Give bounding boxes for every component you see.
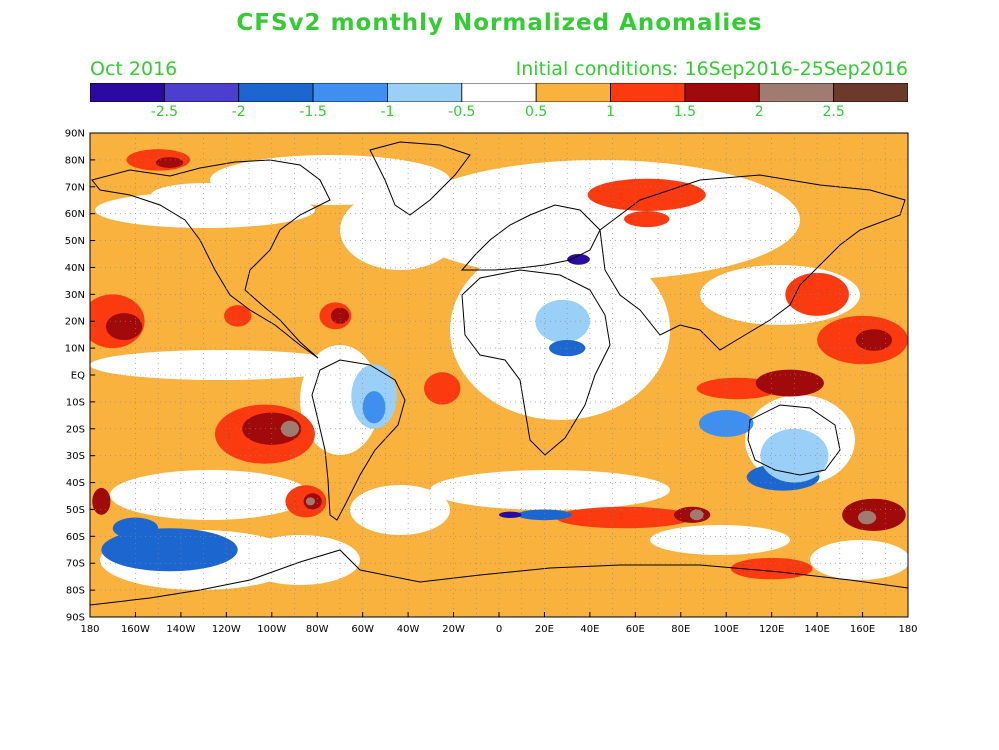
africa-coast: [461, 269, 611, 456]
valid-month-label: Oct 2016: [90, 58, 178, 80]
longitude-tick-label: 140W: [166, 624, 195, 635]
anomaly-region: [101, 528, 238, 572]
colorbar-label: 1: [606, 104, 615, 120]
anomaly-regions: [90, 149, 908, 580]
latitude-tick-label: 30N: [65, 290, 85, 301]
anomaly-map: 90N 80N 70N 60N 50N 40N 30N 20N 10N EQ 10S 20S 30S 40…: [65, 129, 918, 636]
latitude-tick-label: 40N: [65, 263, 85, 274]
colorbar-swatch: [833, 83, 908, 102]
longitude-tick-label: 20W: [442, 624, 465, 635]
longitude-tick-label: 60W: [351, 624, 374, 635]
colorbar-swatch: [758, 83, 835, 102]
longitude-tick-label: 160W: [121, 624, 150, 635]
longitude-tick-label: 120E: [759, 624, 784, 635]
longitude-tick-label: 180: [898, 624, 917, 635]
longitude-tick-label: 20E: [535, 624, 554, 635]
colorbar-swatch: [535, 83, 611, 102]
greenland-coast: [369, 141, 471, 216]
longitude-tick-label: 140E: [804, 624, 829, 635]
anomaly-region: [760, 428, 829, 483]
latitude-tick-label: 60N: [65, 209, 85, 220]
colorbar-label: -0.5: [448, 104, 476, 120]
anomaly-region: [92, 487, 111, 515]
colorbar-swatch: [163, 83, 240, 102]
anomaly-region: [362, 391, 386, 424]
asia-coast: [599, 174, 906, 351]
colorbar-swatch: [684, 83, 760, 102]
south-america-coast: [311, 359, 406, 521]
anomaly-region: [755, 369, 824, 397]
longitude-tick-label: 60E: [626, 624, 645, 635]
latitude-tick-label: 90N: [65, 129, 85, 140]
anomaly-region: [280, 420, 300, 437]
colorbar-swatch: [90, 83, 165, 102]
latitude-tick-label: 10N: [65, 344, 85, 355]
longitude-tick-label: 180: [80, 624, 99, 635]
anomaly-region: [499, 511, 522, 519]
colorbar: [90, 83, 908, 102]
anomaly-region: [330, 307, 350, 324]
anomaly-region: [517, 509, 572, 521]
latitude-tick-label: 20S: [66, 424, 85, 435]
colorbar-swatch: [312, 83, 388, 102]
anomaly-region: [424, 372, 461, 405]
latitude-tick-label: 70N: [65, 182, 85, 193]
anomaly-region: [567, 254, 590, 265]
latitude-tick-label: 20N: [65, 317, 85, 328]
latitude-tick-label: 40S: [66, 478, 85, 489]
anomaly-region: [105, 313, 143, 341]
longitude-tick-label: 80E: [671, 624, 690, 635]
longitude-tick-label: 0: [496, 624, 502, 635]
anomaly-region: [535, 299, 590, 343]
latitude-tick-label: 80S: [66, 586, 85, 597]
initial-conditions-label: Initial conditions: 16Sep2016-25Sep2016: [515, 58, 908, 80]
anomaly-region: [155, 157, 184, 168]
map-title: CFSv2 monthly Normalized Anomalies: [236, 10, 763, 36]
latitude-axis: 90N 80N 70N 60N 50N 40N 30N 20N 10N EQ 10S 20S 30S 40…: [65, 129, 95, 624]
north-america-coast: [91, 159, 331, 359]
colorbar-label: -1.5: [299, 104, 327, 120]
colorbar-label: 0.5: [525, 104, 548, 120]
latitude-tick-label: EQ: [71, 371, 85, 382]
colorbar-label: 2: [754, 104, 764, 120]
longitude-tick-label: 40W: [397, 624, 420, 635]
longitude-tick-label: 80W: [306, 624, 329, 635]
colorbar-swatch: [461, 83, 537, 102]
colorbar-swatch: [238, 83, 314, 102]
colorbar-label: 2.5: [822, 104, 845, 120]
colorbar-swatch: [610, 83, 686, 102]
longitude-tick-label: 40E: [580, 624, 599, 635]
latitude-tick-label: 50N: [65, 236, 85, 247]
antarctica-coast: [90, 549, 908, 606]
anomaly-region: [305, 497, 315, 506]
anomaly-region: [555, 506, 693, 529]
colorbar-swatch: [387, 83, 463, 102]
anomaly-region: [689, 509, 704, 521]
anomaly-region: [587, 178, 706, 211]
latitude-tick-label: 90S: [66, 613, 85, 624]
anomaly-region: [858, 510, 877, 525]
latitude-tick-label: 30S: [66, 451, 85, 462]
longitude-tick-label: 100W: [257, 624, 286, 635]
longitude-tick-label: 160E: [850, 624, 875, 635]
latitude-tick-label: 50S: [66, 505, 85, 516]
anomaly-region: [855, 329, 893, 351]
latitude-tick-label: 60S: [66, 532, 85, 543]
australia-coast: [747, 404, 841, 476]
latitude-tick-label: 70S: [66, 559, 85, 570]
colorbar-label: -2.5: [150, 104, 179, 120]
longitude-axis: 180 160W 140W 120W 100W 80W 60W 40W 20W 0 20E 40E 60…: [80, 612, 918, 635]
colorbar-label: -2: [231, 104, 246, 120]
latitude-tick-label: 10S: [66, 397, 85, 408]
europe-coast: [460, 204, 601, 271]
longitude-tick-label: 120W: [212, 624, 241, 635]
longitude-tick-label: 100E: [714, 624, 739, 635]
graticule: [90, 133, 908, 617]
coastlines: [90, 141, 908, 606]
colorbar-label: 1.5: [673, 104, 697, 120]
colorbar-label: -1: [380, 104, 395, 120]
latitude-tick-label: 80N: [65, 155, 85, 166]
